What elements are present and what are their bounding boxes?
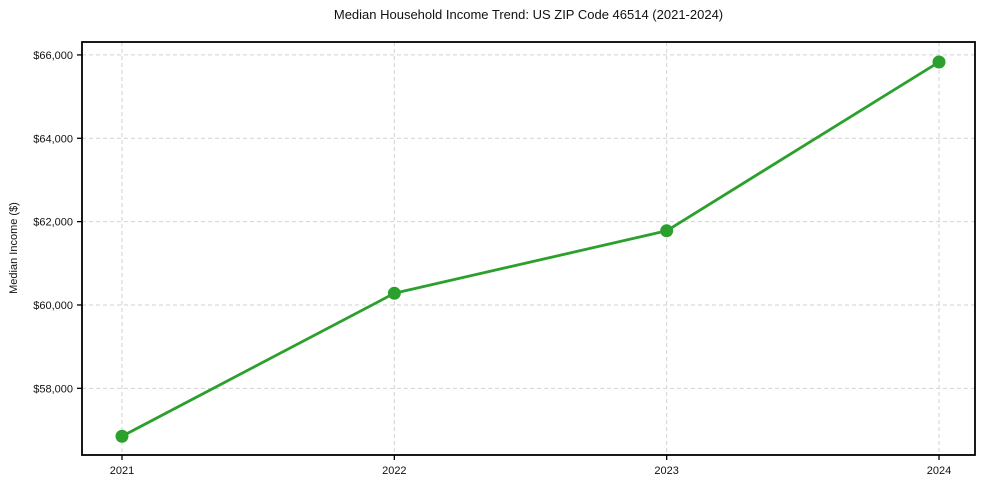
y-tick-label: $62,000 [33,217,73,229]
data-point-marker [660,224,674,238]
chart-title: Median Household Income Trend: US ZIP Co… [333,7,724,22]
data-point-marker [115,429,129,443]
trend-line [120,60,941,438]
data-point-marker [387,286,401,300]
y-tick-label: $58,000 [33,383,73,395]
data-point-marker [932,55,946,69]
y-tick-label: $60,000 [33,300,73,312]
y-tick-label: $66,000 [33,50,73,62]
x-tick-label: 2024 [927,465,951,477]
y-tick-label: $64,000 [33,133,73,145]
plot-border [81,41,976,456]
x-tick-label: 2021 [110,465,134,477]
x-tick-label: 2023 [654,465,678,477]
x-tick-label: 2022 [382,465,406,477]
